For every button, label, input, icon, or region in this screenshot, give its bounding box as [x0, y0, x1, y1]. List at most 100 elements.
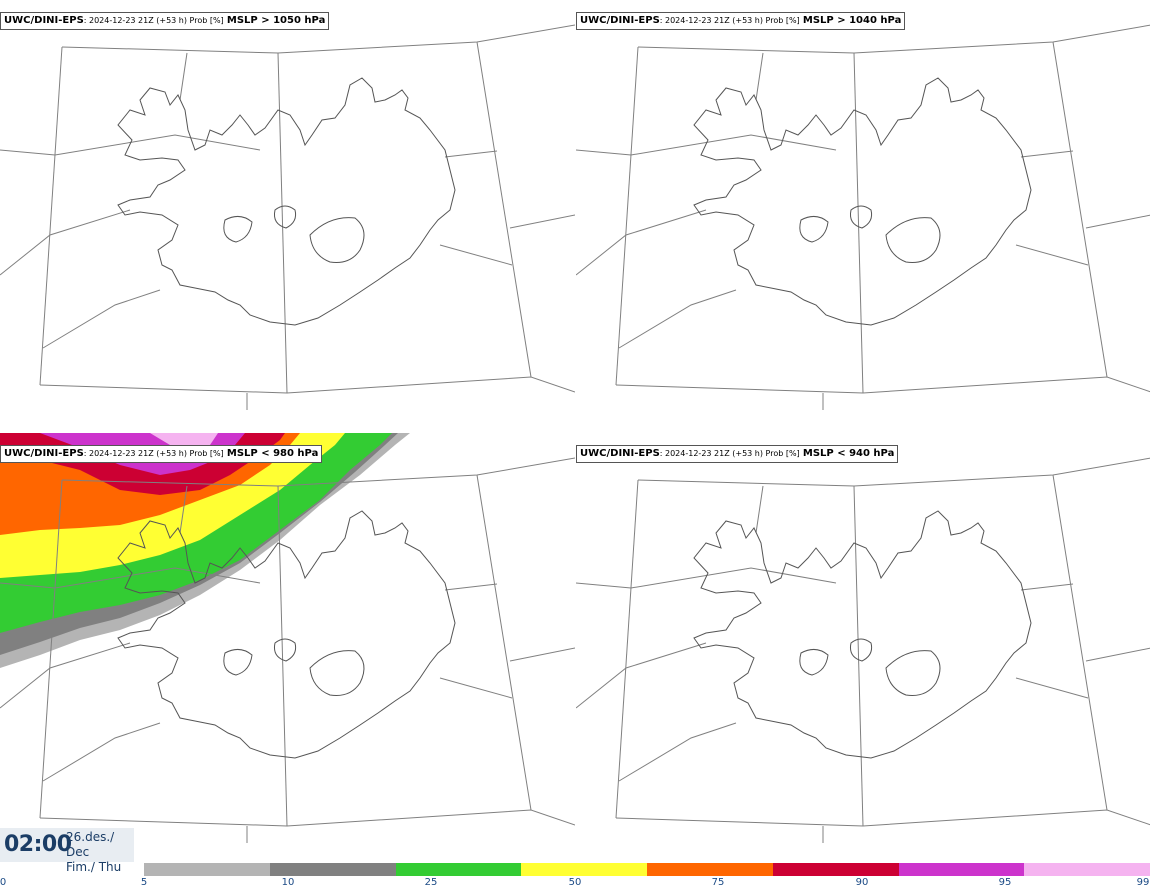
grid-line — [444, 150, 498, 158]
colorbar-tick-label: 10 — [281, 877, 295, 888]
grid-line — [1052, 474, 1108, 811]
grid-line — [615, 809, 1150, 827]
map-layer — [0, 24, 575, 410]
field-name: MSLP > 1050 hPa — [226, 15, 326, 26]
colorbar-tick-label: 50 — [568, 877, 582, 888]
colorbar-tick-label: 0 — [0, 877, 7, 888]
colorbar-segment — [1024, 863, 1150, 876]
grid-line — [755, 52, 764, 101]
iceland-map — [576, 24, 1150, 410]
glacier-outline — [309, 217, 365, 263]
grid-line — [444, 583, 498, 591]
map-panel-mslp-lt-940: UWC/DINI-EPS: 2024-12-23 21Z (+53 h) Pro… — [576, 433, 1150, 843]
grid-line — [0, 642, 131, 709]
grid-line — [509, 214, 575, 229]
grid-line — [853, 52, 864, 394]
grid-line — [1015, 244, 1089, 266]
graticule — [576, 457, 1150, 843]
run-info: : 2024-12-23 21Z (+53 h) Prob [%] — [83, 16, 224, 25]
iceland-coastline — [117, 77, 456, 326]
grid-line — [476, 474, 532, 811]
glacier-outline — [799, 216, 829, 243]
map-panel-mslp-lt-980: UWC/DINI-EPS: 2024-12-23 21Z (+53 h) Pro… — [0, 433, 575, 843]
colorbar-segment — [647, 863, 773, 876]
coastline — [117, 77, 456, 326]
grid-line — [1020, 583, 1074, 591]
glacier-outline — [850, 638, 873, 662]
grid-line — [439, 244, 513, 266]
iceland-coastline — [117, 510, 456, 759]
glacier-outline — [885, 650, 941, 696]
colorbar-tick-label: 5 — [140, 877, 148, 888]
grid-line — [61, 24, 575, 54]
grid-line — [42, 289, 161, 349]
map-layer — [576, 24, 1150, 410]
glacier-outline — [885, 217, 941, 263]
grid-line — [1085, 647, 1150, 662]
iceland-map — [0, 24, 575, 410]
grid-line — [61, 457, 575, 487]
colorbar-tick-label: 90 — [855, 877, 869, 888]
grid-line — [39, 809, 575, 827]
graticule — [576, 24, 1150, 410]
glacier-outline — [223, 649, 253, 676]
valid-time-clock: 02:00 — [4, 832, 72, 857]
field-name: MSLP < 980 hPa — [226, 448, 319, 459]
colorbar-segment — [772, 863, 899, 876]
grid-line — [179, 485, 188, 534]
grid-line — [277, 485, 288, 827]
valid-weekday-line: Fim./ Thu — [66, 860, 122, 874]
coastline — [693, 510, 1032, 759]
grid-line — [476, 41, 532, 378]
panel-title: UWC/DINI-EPS: 2024-12-23 21Z (+53 h) Pro… — [0, 12, 330, 30]
grid-line — [39, 46, 63, 386]
graticule — [0, 457, 575, 843]
colorbar-tick-label: 95 — [998, 877, 1012, 888]
model-name: UWC/DINI-EPS — [4, 15, 84, 26]
grid-line — [755, 485, 764, 534]
colorbar-segment — [521, 863, 647, 876]
map-layer — [576, 457, 1150, 843]
iceland-coastline — [693, 510, 1032, 759]
field-name: MSLP > 1040 hPa — [802, 15, 902, 26]
glacier-outline — [799, 649, 829, 676]
coastline — [693, 77, 1032, 326]
panel-title: UWC/DINI-EPS: 2024-12-23 21Z (+53 h) Pro… — [0, 445, 323, 463]
map-panel-mslp-gt-1050: UWC/DINI-EPS: 2024-12-23 21Z (+53 h) Pro… — [0, 0, 575, 410]
valid-time-box: 02:00 26.des./ Dec Fim./ Thu — [0, 828, 134, 874]
model-name: UWC/DINI-EPS — [580, 15, 660, 26]
map-panel-mslp-gt-1040: UWC/DINI-EPS: 2024-12-23 21Z (+53 h) Pro… — [576, 0, 1150, 410]
panel-title: UWC/DINI-EPS: 2024-12-23 21Z (+53 h) Pro… — [576, 445, 899, 463]
grid-line — [39, 376, 575, 394]
colorbar-segment — [898, 863, 1025, 876]
grid-line — [1085, 214, 1150, 229]
run-info: : 2024-12-23 21Z (+53 h) Prob [%] — [659, 16, 800, 25]
colorbar-segment — [269, 863, 396, 876]
glacier-outline — [274, 205, 297, 229]
grid-line — [277, 52, 288, 394]
iceland-map — [0, 433, 575, 843]
glacier-outline — [309, 650, 365, 696]
grid-line — [1015, 677, 1089, 699]
colorbar-segment — [395, 863, 522, 876]
coastline — [117, 510, 456, 759]
grid-line — [39, 479, 63, 819]
iceland-map — [576, 457, 1150, 843]
probability-fill — [0, 433, 410, 668]
glacier-outline — [223, 216, 253, 243]
graticule — [0, 24, 575, 410]
grid-line — [1020, 150, 1074, 158]
map-layer — [0, 433, 575, 843]
colorbar-tick-label: 99 — [1136, 877, 1150, 888]
glacier-outline — [850, 205, 873, 229]
grid-line — [618, 289, 737, 349]
panel-title: UWC/DINI-EPS: 2024-12-23 21Z (+53 h) Pro… — [576, 12, 906, 30]
grid-line — [576, 209, 707, 276]
run-info: : 2024-12-23 21Z (+53 h) Prob [%] — [659, 449, 800, 458]
run-info: : 2024-12-23 21Z (+53 h) Prob [%] — [83, 449, 224, 458]
model-name: UWC/DINI-EPS — [4, 448, 84, 459]
grid-line — [637, 457, 1150, 487]
colorbar-tick-label: 75 — [711, 877, 725, 888]
glacier-outline — [274, 638, 297, 662]
grid-line — [0, 209, 131, 276]
